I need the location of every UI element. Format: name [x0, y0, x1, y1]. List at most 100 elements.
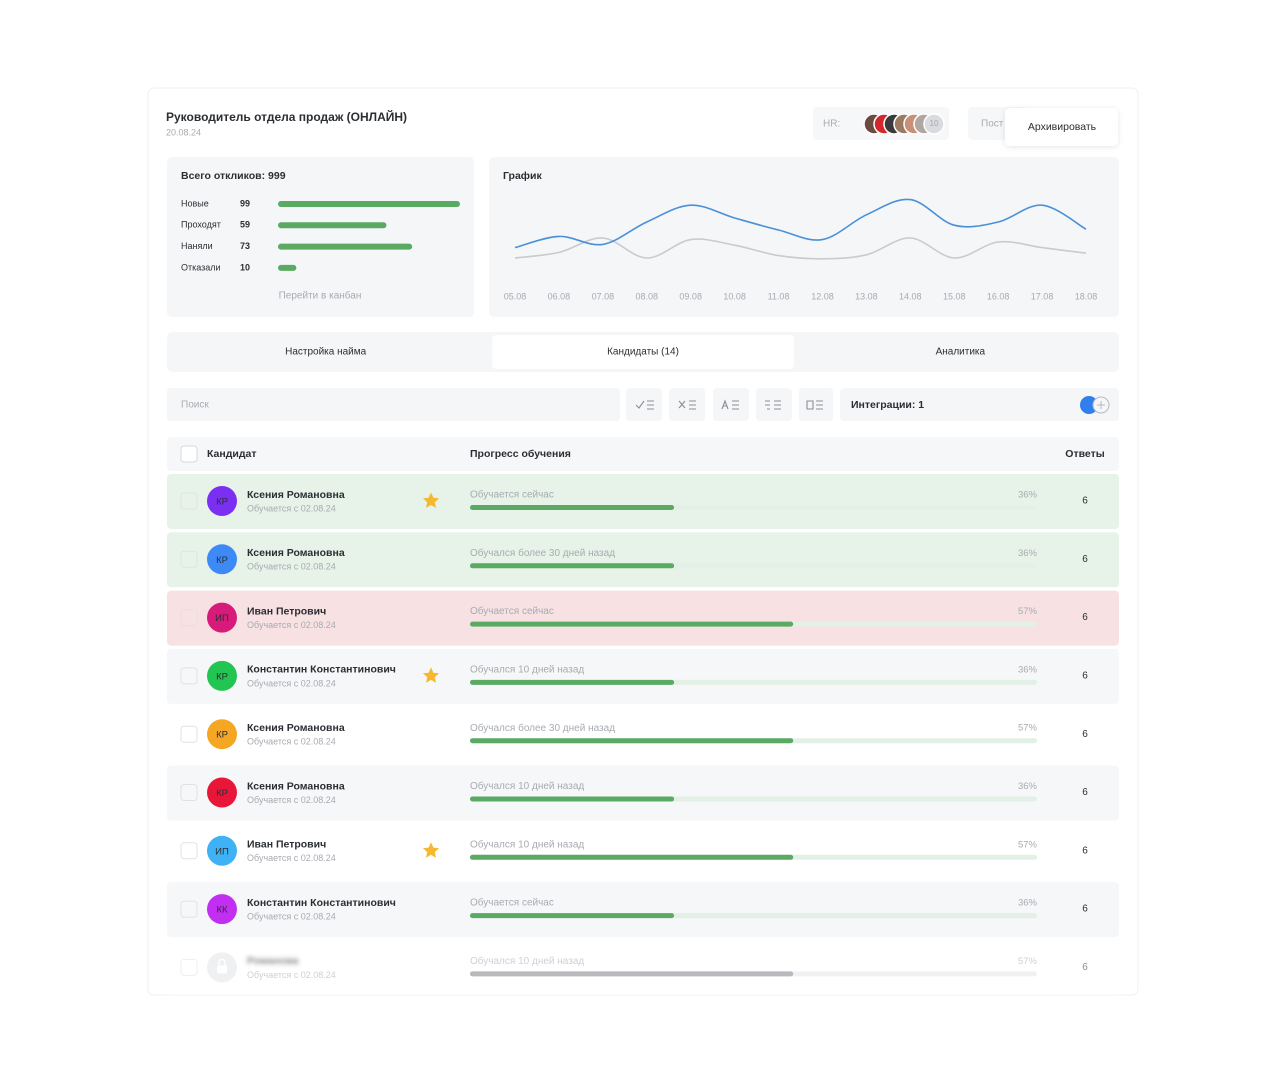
candidate-since: Обучается с 02.08.24 [247, 737, 336, 747]
candidate-since: Обучается с 02.08.24 [247, 503, 336, 513]
post-button-label: Пост [981, 119, 1004, 130]
candidate-since: Обучается с 02.08.24 [247, 853, 336, 863]
progress-fill [470, 563, 675, 569]
avatar-initials: КК [216, 905, 228, 916]
answers-count: 6 [1082, 612, 1088, 623]
hr-count: 10 [930, 119, 939, 128]
answers-count: 6 [1082, 729, 1088, 740]
row-background [167, 532, 1119, 588]
progress-status: Обучался 10 дней назад [470, 955, 584, 967]
graph-date-label: 16.08 [987, 291, 1010, 301]
avatar [207, 894, 237, 925]
favorite-star[interactable] [422, 492, 440, 508]
row-checkbox[interactable] [180, 900, 198, 918]
avatar [207, 544, 237, 575]
tab-label[interactable]: Настройка найма [285, 347, 367, 358]
progress-status: Обучался 10 дней назад [470, 664, 584, 676]
candidate-name: Константин Константинович [247, 897, 396, 909]
search-box[interactable] [167, 388, 620, 421]
kanban-link[interactable]: Перейти в канбан [279, 290, 362, 302]
filter-button[interactable] [669, 388, 705, 421]
response-label: Проходят [181, 220, 221, 230]
candidate-row[interactable]: КР Ксения Романовна Обучается с 02.08.24 Об… [167, 765, 1119, 821]
filter-button[interactable] [713, 388, 749, 421]
filter-button[interactable] [626, 388, 662, 421]
candidate-row[interactable]: ИП Иван Петрович Обучается с 02.08.24 Обуча… [167, 590, 1119, 646]
candidate-row[interactable]: ИП Иван Петрович Обучается с 02.08.24 Обуча… [167, 823, 1119, 879]
candidate-since: Обучается с 02.08.24 [247, 562, 336, 572]
graph-date-label: 14.08 [899, 291, 922, 301]
answers-count: 6 [1082, 554, 1088, 565]
favorite-star[interactable] [422, 667, 440, 683]
avatar [207, 660, 237, 691]
progress-fill [470, 621, 794, 627]
avatar [207, 486, 237, 516]
candidate-row[interactable]: КР Ксения Романовна Обучается с 02.08.24 Об… [167, 532, 1119, 588]
candidate-name: Константин Константинович [247, 664, 396, 676]
row-background [167, 590, 1119, 646]
row-checkbox[interactable] [180, 609, 198, 627]
archive-button[interactable] [1005, 108, 1118, 146]
progress-percent: 57% [1018, 839, 1038, 850]
progress-status: Обучается сейчас [470, 605, 554, 617]
responses-bars: Новые 99 Проходят 59 Наняли 73 Отказали 10 [181, 198, 460, 272]
progress-percent: 36% [1018, 664, 1038, 675]
progress-percent: 36% [1018, 781, 1038, 792]
candidate-row[interactable]: КР Константин Константинович Обучается с 0… [167, 648, 1119, 704]
archive-button-label: Архивировать [1028, 121, 1097, 133]
column-header: Кандидат [207, 448, 257, 460]
row-background [167, 765, 1119, 821]
row-background [167, 940, 1119, 995]
candidate-row[interactable]: Романова Обучается с 02.08.24 Обучался 10 … [167, 940, 1119, 995]
hr-label: HR: [823, 119, 840, 130]
lock-icon [217, 965, 227, 974]
candidate-name: Ксения Романовна [247, 780, 345, 792]
row-checkbox[interactable] [180, 667, 198, 685]
progress-status: Обучался 10 дней назад [470, 838, 584, 850]
integrations-box[interactable] [840, 388, 1119, 421]
row-checkbox[interactable] [180, 958, 198, 976]
progress-fill [470, 679, 675, 685]
row-checkbox[interactable] [180, 550, 198, 568]
graph-date-label: 07.08 [592, 291, 615, 301]
progress-fill [470, 796, 675, 802]
response-bar [278, 201, 460, 207]
graph-plot: 05.08 06.08 07.08 08.08 09.08 10.08 11.08 12.08… [504, 198, 1097, 301]
answers-count: 6 [1082, 496, 1088, 507]
row-background [167, 474, 1119, 529]
progress-fill [470, 971, 794, 977]
response-bar [278, 264, 297, 271]
response-count: 10 [240, 262, 250, 272]
row-background [167, 707, 1119, 763]
graph-date-label: 06.08 [548, 291, 571, 301]
row-background [167, 882, 1119, 938]
candidate-row[interactable]: КР Ксения Романовна Обучается с 02.08.24 Об… [167, 707, 1119, 763]
progress-status: Обучался более 30 дней назад [470, 722, 615, 734]
candidate-name: Романова [247, 955, 299, 967]
tab-label[interactable]: Кандидаты (14) [607, 347, 679, 358]
graph-title: График [503, 170, 542, 182]
row-checkbox[interactable] [180, 492, 198, 510]
progress-fill [470, 913, 675, 919]
candidate-since: Обучается с 02.08.24 [247, 795, 336, 805]
response-bar [278, 222, 387, 229]
progress-fill [470, 738, 794, 744]
graph-date-label: 17.08 [1031, 291, 1054, 301]
progress-status: Обучается сейчас [470, 897, 554, 909]
graph-date-label: 11.08 [768, 291, 790, 301]
row-checkbox[interactable] [180, 784, 198, 801]
row-checkbox[interactable] [180, 842, 198, 860]
candidate-row[interactable]: КР Ксения Романовна Обучается с 02.08.24 Об… [167, 474, 1119, 529]
select-all-checkbox[interactable] [180, 445, 198, 463]
row-checkbox[interactable] [180, 725, 198, 743]
candidate-row[interactable]: КК Константин Константинович Обучается с 0… [167, 882, 1119, 938]
response-count: 99 [240, 198, 250, 208]
active-tab[interactable] [492, 335, 794, 369]
progress-percent: 36% [1018, 548, 1038, 559]
row-background [167, 823, 1119, 879]
progress-status: Обучается сейчас [470, 489, 554, 501]
tab-label[interactable]: Аналитика [936, 347, 986, 358]
avatar-initials: КР [216, 730, 228, 741]
favorite-star[interactable] [422, 842, 440, 858]
